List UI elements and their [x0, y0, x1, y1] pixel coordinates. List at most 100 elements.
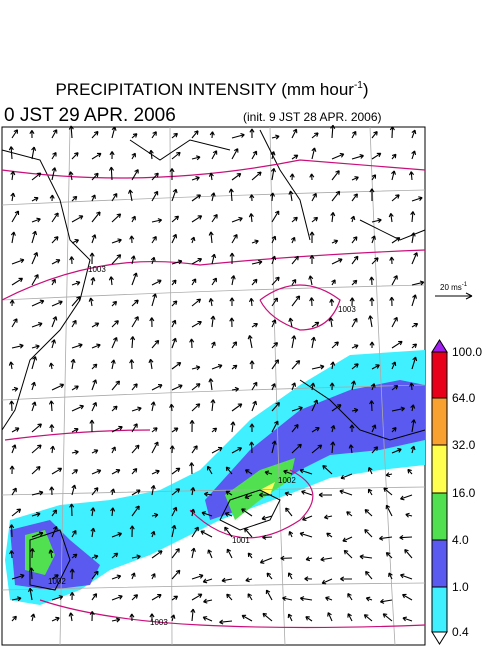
wind-arrow [405, 512, 413, 518]
wind-arrow [258, 492, 273, 498]
wind-arrow [208, 378, 214, 391]
wind-arrow [351, 176, 359, 181]
wind-arrow [291, 128, 298, 139]
colorbar-bin [431, 586, 448, 633]
wind-arrow [31, 490, 44, 496]
wind-arrow [71, 553, 78, 559]
wind-arrow [191, 130, 199, 139]
wind-arrow [283, 469, 293, 475]
wind-arrow [229, 317, 235, 328]
wind-arrow [231, 172, 242, 181]
wind-arrow [111, 320, 119, 328]
wind-arrow [400, 573, 413, 580]
wind-arrow [288, 190, 294, 202]
map-panel: 1003 1003 1002 1001 1002 1003 [1, 124, 426, 646]
wind-arrow [247, 552, 253, 559]
wind-arrow [151, 550, 163, 559]
wind-arrow [270, 151, 276, 160]
wind-arrow [245, 577, 253, 583]
wind-arrow [171, 595, 179, 601]
wind-arrow [269, 192, 276, 202]
wind-arrow [271, 235, 277, 244]
wind-arrow [311, 444, 323, 454]
isobar-lines [1, 159, 426, 629]
wind-arrow [111, 300, 118, 307]
wind-arrow [191, 278, 197, 286]
wind-arrow [51, 236, 59, 244]
wind-arrow [191, 176, 200, 181]
wind-arrow [249, 194, 255, 202]
wind-arrow [131, 215, 136, 223]
wind-arrow [379, 598, 393, 604]
wind-arrow [30, 613, 36, 622]
wind-arrow [31, 401, 37, 412]
wind-arrow [31, 251, 39, 265]
wind-arrow [91, 343, 101, 349]
wind-arrow [347, 613, 353, 622]
colorbar-label: 32.0 [452, 438, 476, 452]
wind-arrow [150, 484, 156, 496]
wind-arrow [271, 420, 279, 433]
wind-arrow [228, 188, 234, 202]
wind-arrow [191, 526, 199, 538]
wind-arrow [410, 211, 416, 223]
colorbar-label: 1.0 [452, 580, 469, 594]
wind-arrow [71, 529, 77, 538]
wind-arrow [367, 466, 373, 475]
wind-arrow [49, 424, 55, 433]
wind-arrow [271, 440, 277, 454]
wind-arrow [347, 593, 353, 601]
wind-arrow [311, 427, 320, 433]
wind-arrow [151, 236, 157, 244]
wind-arrow [111, 254, 122, 265]
wind-arrow [130, 336, 136, 349]
wind-arrow [91, 469, 102, 475]
wind-arrow [169, 403, 175, 412]
wind-arrow [271, 342, 279, 349]
wind-arrow [111, 594, 123, 601]
wind-arrow [301, 490, 313, 496]
wind-arrow [411, 343, 418, 349]
wind-arrow [190, 547, 196, 559]
wind-arrow [291, 278, 297, 286]
wind-arrow [111, 425, 123, 433]
wind-arrow [391, 406, 405, 412]
wind-arrow [71, 343, 83, 349]
wind-arrow [31, 146, 37, 160]
wind-arrow [322, 464, 333, 475]
wind-arrow [365, 596, 373, 602]
wind-arrow [331, 258, 343, 265]
wind-arrow [51, 526, 58, 538]
wind-arrow [379, 535, 393, 541]
wind-arrow [11, 487, 17, 496]
wind-arrow [207, 549, 213, 559]
wind-arrow [248, 297, 255, 307]
wind-arrow [302, 515, 313, 522]
wind-arrow [151, 441, 159, 454]
wind-arrow [191, 383, 201, 391]
wind-arrow [411, 356, 418, 370]
wind-arrow [291, 406, 303, 412]
wind-arrow [370, 383, 376, 391]
wind-arrow [411, 323, 419, 328]
precip-green-sw [25, 530, 55, 575]
wind-arrow [68, 171, 74, 181]
wind-arrow [287, 572, 293, 580]
wind-arrow [305, 556, 313, 562]
wind-arrow [389, 256, 395, 265]
wind-arrow [202, 578, 213, 584]
wind-arrow [383, 487, 393, 496]
colorbar-label: 4.0 [452, 533, 469, 547]
wind-arrow [71, 449, 79, 455]
colorbar-bin [431, 444, 448, 494]
wind-arrow [108, 166, 114, 181]
colorbar-label: 0.4 [452, 625, 469, 639]
wind-arrow [311, 399, 319, 412]
wind-arrow [171, 151, 181, 160]
wind-arrow [170, 614, 176, 622]
wind-arrow [151, 190, 159, 202]
wind-arrow [385, 472, 393, 478]
wind-arrow [231, 233, 238, 244]
wind-arrow [208, 298, 214, 307]
wind-arrow [171, 259, 183, 265]
